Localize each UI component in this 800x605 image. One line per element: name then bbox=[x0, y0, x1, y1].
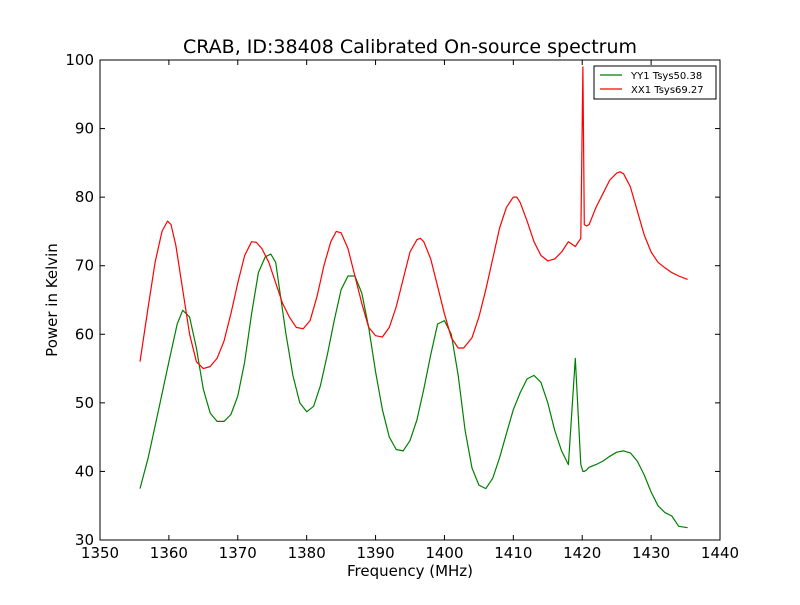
legend-label-yy1: YY1 Tsys50.38 bbox=[630, 71, 702, 82]
y-axis-label: Power in Kelvin bbox=[43, 243, 61, 357]
legend-box bbox=[593, 65, 717, 100]
y-tick-label: 70 bbox=[75, 257, 94, 275]
y-tick-label: 40 bbox=[75, 462, 94, 480]
x-tick-label: 1350 bbox=[81, 544, 119, 562]
ticks-layer: 1350 1360 1370 1380 1390 1400 1410 1420 1430 1440… bbox=[65, 51, 739, 562]
y-tick-label: 90 bbox=[75, 120, 94, 138]
series-layer bbox=[139, 66, 688, 529]
y-tick-label: 100 bbox=[65, 51, 94, 69]
x-tick-label: 1360 bbox=[150, 544, 188, 562]
chart-title: CRAB, ID:38408 Calibrated On-source spec… bbox=[183, 36, 637, 58]
series-line-xx1 bbox=[139, 66, 688, 370]
x-tick-label: 1430 bbox=[632, 544, 670, 562]
x-tick-label: 1390 bbox=[356, 544, 394, 562]
x-tick-label: 1380 bbox=[288, 544, 326, 562]
legend-label-xx1: XX1 Tsys69.27 bbox=[631, 85, 704, 96]
x-axis-label: Frequency (MHz) bbox=[347, 562, 473, 580]
y-tick-label: 80 bbox=[75, 188, 94, 206]
x-tick-label: 1400 bbox=[425, 544, 463, 562]
x-tick-label: 1370 bbox=[219, 544, 257, 562]
legend: YY1 Tsys50.38 XX1 Tsys69.27 bbox=[593, 65, 717, 100]
x-tick-label: 1420 bbox=[563, 544, 601, 562]
y-tick-label: 60 bbox=[75, 325, 94, 343]
x-tick-label: 1440 bbox=[701, 544, 739, 562]
x-tick-label: 1410 bbox=[494, 544, 532, 562]
plot-frame bbox=[99, 59, 721, 541]
y-tick-label: 30 bbox=[75, 531, 94, 549]
series-line-yy1 bbox=[139, 253, 688, 529]
y-tick-label: 50 bbox=[75, 394, 94, 412]
